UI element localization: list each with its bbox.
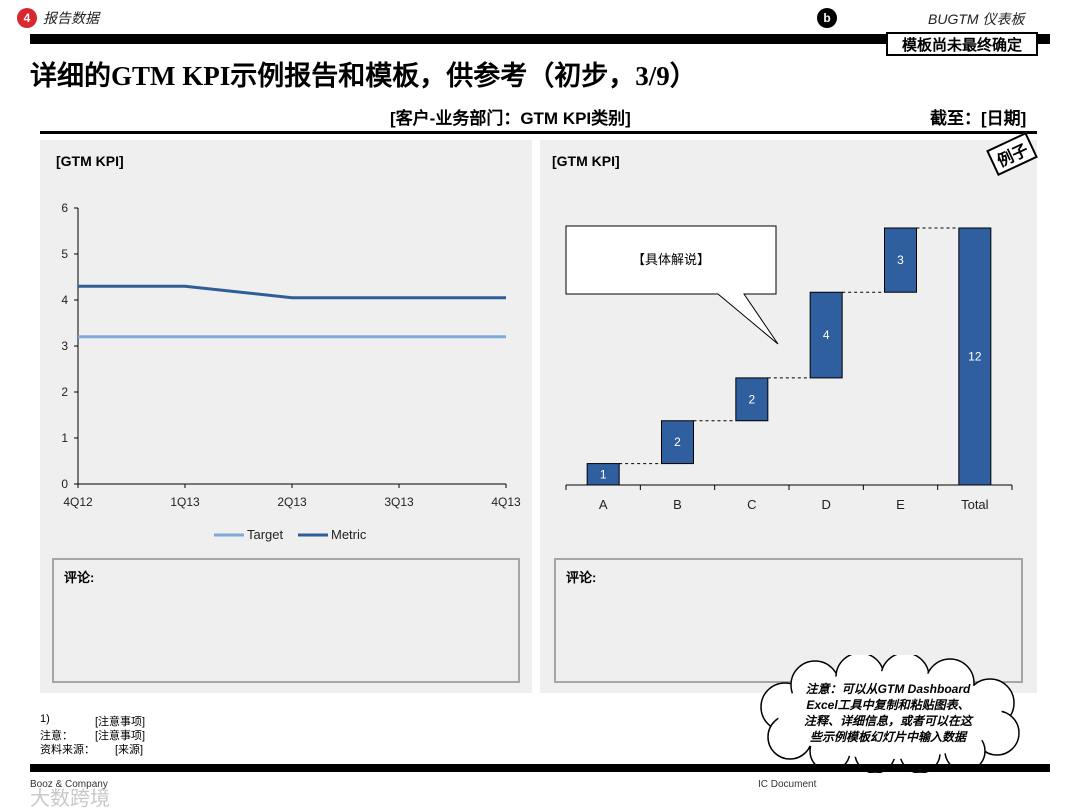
waterfall-chart: 1 A 2 B 2 C 4 D 3 E 12 Total 【具体解说】 xyxy=(565,225,1013,512)
cloud-line-3: 注释、详细信息，或者可以在这 xyxy=(803,714,972,728)
right-kpi-label: [GTM KPI] xyxy=(552,153,620,169)
x-tick-label: 4Q12 xyxy=(63,495,93,509)
right-comment-label: 评论: xyxy=(566,570,597,585)
bottom-divider-bar xyxy=(30,764,1050,772)
note-1-key: 1) xyxy=(40,713,50,725)
left-comment-label: 评论: xyxy=(64,570,95,585)
draft-stamp: 模板尚未最终确定 xyxy=(886,32,1038,56)
subtitle-divider xyxy=(40,131,1037,134)
x-tick-label: 2Q13 xyxy=(277,495,307,509)
bar-total xyxy=(958,227,992,486)
left-comment-box[interactable]: 评论: xyxy=(52,558,520,683)
category-label: C xyxy=(747,497,756,512)
series-line-metric xyxy=(78,284,506,300)
cloud-line-4: 些示例模板幻灯片中输入数据 xyxy=(809,730,966,744)
bar-b xyxy=(661,420,694,465)
x-tick-label: 3Q13 xyxy=(384,495,414,509)
category-label: B xyxy=(673,497,682,512)
left-kpi-label: [GTM KPI] xyxy=(56,153,124,169)
b-badge: b xyxy=(817,8,837,28)
line-chart: 0 1 2 3 4 5 6 4Q12 1Q13 2Q13 3Q13 4Q13 Target Metric xyxy=(61,201,521,542)
category-label: Total xyxy=(961,497,989,512)
cloud-line-2: Excel工具中复制和粘贴图表、 xyxy=(806,698,970,712)
note-2-key: 注意： xyxy=(40,730,73,742)
note-3-key: 资料来源： xyxy=(40,744,95,756)
top-divider-bar xyxy=(30,34,1050,44)
bar-value-label: 4 xyxy=(823,328,830,342)
y-tick-label: 4 xyxy=(61,293,68,307)
note-2-value: [注意事项] xyxy=(95,730,146,742)
legend-label-metric: Metric xyxy=(331,527,367,542)
note-3-value: [来源] xyxy=(115,744,144,756)
bar-value-label: 3 xyxy=(897,253,904,267)
dashboard-title: BUGTM 仪表板 xyxy=(928,11,1025,27)
section-title: 报告数据 xyxy=(43,10,99,26)
bar-value-label: 2 xyxy=(748,392,755,406)
bar-value-label: 2 xyxy=(674,435,681,449)
note-1-value: [注意事项] xyxy=(95,716,146,728)
legend-label-target: Target xyxy=(247,527,284,542)
cloud-callout-text: 注意：可以从GTM Dashboard Excel工具中复制和粘贴图表、 注释、… xyxy=(770,681,1006,745)
bar-e xyxy=(884,227,917,293)
bar-c xyxy=(735,377,769,422)
speech-bubble-text: 【具体解说】 xyxy=(632,252,710,267)
section-number-badge: 4 xyxy=(17,8,37,28)
page-title: 详细的GTM KPI示例报告和模板，供参考（初步，3/9） xyxy=(30,61,697,91)
bar-value-label: 12 xyxy=(968,350,982,364)
y-tick-label: 0 xyxy=(61,477,68,491)
y-tick-label: 1 xyxy=(61,431,68,445)
bar-a xyxy=(586,463,620,486)
watermark: 大数跨境 xyxy=(30,788,110,810)
footer-document-type: IC Document xyxy=(758,779,817,790)
category-label: E xyxy=(896,497,905,512)
as-of-date: 截至：[日期] xyxy=(930,109,1027,128)
y-tick-label: 6 xyxy=(61,201,68,215)
x-tick-label: 1Q13 xyxy=(170,495,200,509)
footer-company: Booz & Company xyxy=(30,779,108,790)
cloud-callout-shape xyxy=(760,655,1020,773)
cloud-line-1: 注意：可以从GTM Dashboard xyxy=(805,682,971,696)
y-tick-label: 3 xyxy=(61,339,68,353)
category-label: A xyxy=(599,497,608,512)
bar-d xyxy=(809,291,843,379)
speech-bubble xyxy=(565,225,779,345)
page-subtitle: [客户-业务部门：GTM KPI类别] xyxy=(390,109,631,128)
y-tick-label: 2 xyxy=(61,385,68,399)
category-label: D xyxy=(821,497,830,512)
x-tick-label: 4Q13 xyxy=(491,495,521,509)
bar-value-label: 1 xyxy=(600,467,607,481)
left-chart-panel: [GTM KPI] 0 1 2 3 4 5 6 4Q12 1Q13 2Q13 3Q13 4Q13 Tar… xyxy=(40,140,532,693)
y-tick-label: 5 xyxy=(61,247,68,261)
right-chart-panel: [GTM KPI] 1 A 2 B 2 C 4 D 3 E 12 Total 【具体解说】 评论: xyxy=(540,140,1037,693)
